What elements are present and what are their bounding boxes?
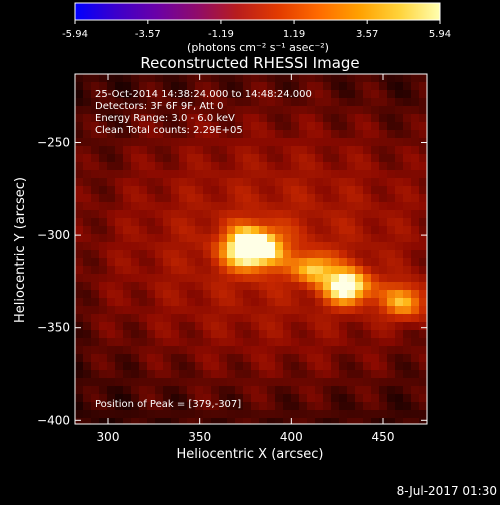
peak-position-text: Position of Peak = [379,-307] — [95, 399, 241, 410]
colorbar-tick-label: 5.94 — [429, 29, 451, 40]
info-line: Detectors: 3F 6F 9F, Att 0 — [95, 101, 223, 112]
colorbar-tick-label: -1.19 — [208, 29, 234, 40]
colorbar — [74, 2, 441, 21]
plot-title: Reconstructed RHESSI Image — [140, 54, 359, 72]
x-tick-label: 300 — [97, 430, 120, 444]
y-tick-label: −350 — [37, 321, 70, 335]
x-tick-label: 450 — [372, 430, 395, 444]
info-text-block: 25-Oct-2014 14:38:24.000 to 14:48:24.000… — [95, 89, 312, 136]
x-axis-label: Heliocentric X (arcsec) — [177, 447, 324, 462]
y-tick-label: −250 — [37, 136, 70, 150]
y-axis: −250 −300 −350 −400 — [37, 136, 427, 427]
x-axis: 300 350 400 450 — [97, 74, 395, 444]
colorbar-ticks: -5.94 -3.57 -1.19 1.19 3.57 5.94 — [62, 20, 451, 40]
colorbar-tick-label: -3.57 — [135, 29, 161, 40]
colorbar-tick-label: 1.19 — [283, 29, 305, 40]
date-stamp: 8-Jul-2017 01:30 — [397, 484, 497, 498]
y-tick-label: −400 — [37, 413, 70, 427]
info-line: Energy Range: 3.0 - 6.0 keV — [95, 113, 235, 124]
colorbar-tick-label: -5.94 — [62, 29, 88, 40]
y-tick-label: −300 — [37, 228, 70, 242]
info-line: Clean Total counts: 2.29E+05 — [95, 125, 243, 136]
colorbar-tick-label: 3.57 — [356, 29, 378, 40]
info-line: 25-Oct-2014 14:38:24.000 to 14:48:24.000 — [95, 89, 312, 100]
plot-frame — [74, 73, 428, 425]
y-axis-label: Heliocentric Y (arcsec) — [13, 177, 28, 323]
x-tick-label: 400 — [280, 430, 303, 444]
x-tick-label: 350 — [188, 430, 211, 444]
colorbar-unit-label: (photons cm⁻² s⁻¹ asec⁻²) — [187, 41, 329, 54]
image-area — [75, 74, 427, 424]
